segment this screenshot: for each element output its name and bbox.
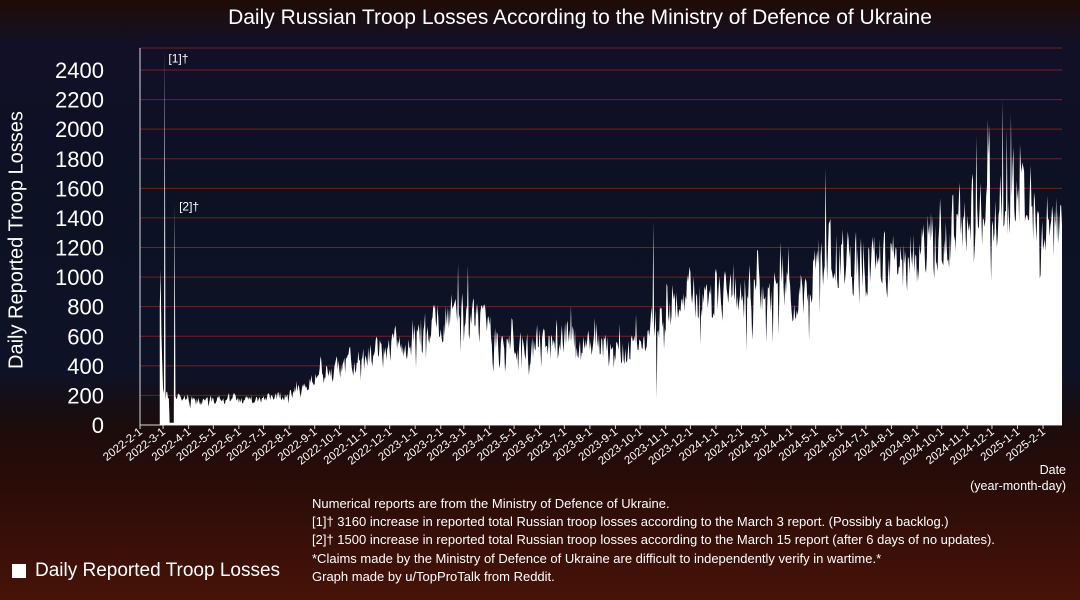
y-tick-label: 1800 bbox=[55, 147, 104, 172]
x-axis-title: Date (year-month-day) bbox=[970, 462, 1066, 494]
footnote-line: [1]† 3160 increase in reported total Rus… bbox=[312, 514, 949, 530]
footnote-line: [2]† 1500 increase in reported total Rus… bbox=[312, 532, 995, 548]
y-tick-label: 1400 bbox=[55, 206, 104, 231]
footnote-line: Graph made by u/TopProTalk from Reddit. bbox=[312, 568, 555, 584]
x-axis-title-line2: (year-month-day) bbox=[970, 479, 1066, 493]
series-area bbox=[159, 48, 1062, 425]
y-tick-label: 2000 bbox=[55, 117, 104, 142]
footnote-line: Numerical reports are from the Ministry … bbox=[312, 496, 670, 511]
legend: Daily Reported Troop Losses bbox=[12, 560, 280, 582]
y-tick-label: 1200 bbox=[55, 236, 104, 261]
y-tick-label: 200 bbox=[67, 383, 104, 408]
annotation-label: [2]† bbox=[179, 200, 199, 214]
y-tick-label: 1600 bbox=[55, 176, 104, 201]
annotation-label: [1]† bbox=[168, 52, 188, 66]
y-tick-label: 600 bbox=[67, 324, 104, 349]
footnotes: Numerical reports are from the Ministry … bbox=[312, 495, 1072, 586]
y-tick-label: 2200 bbox=[55, 88, 104, 113]
footnote-line: *Claims made by the Ministry of Defence … bbox=[312, 550, 882, 566]
y-tick-label: 400 bbox=[67, 354, 104, 379]
x-axis-title-line1: Date bbox=[1039, 463, 1066, 477]
legend-label: Daily Reported Troop Losses bbox=[35, 560, 281, 581]
y-tick-label: 2400 bbox=[55, 58, 104, 83]
y-tick-label: 800 bbox=[67, 295, 104, 320]
chart-title: Daily Russian Troop Losses According to … bbox=[228, 6, 932, 29]
y-tick-label: 1000 bbox=[55, 265, 104, 290]
y-tick-label: 0 bbox=[92, 413, 104, 438]
legend-swatch-icon bbox=[12, 564, 26, 578]
